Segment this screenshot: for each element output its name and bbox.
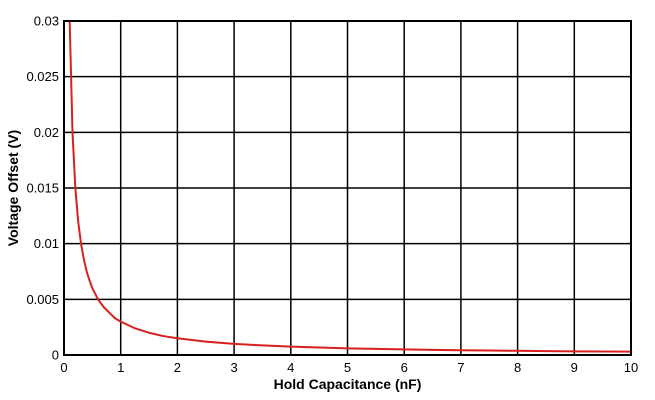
tick-labels: 0 1 2 3 4 5 6 7 8 9 10 0 0.005 0.01 0.015 0.02 0.025 0.03 [26,14,638,376]
y-tick-label: 0 [52,348,59,363]
x-tick-label: 7 [457,360,464,375]
y-tick-label: 0.01 [34,236,59,251]
series-line-0 [68,20,632,353]
x-tick-label: 2 [174,360,181,375]
y-axis-title: Voltage Offset (V) [5,130,21,246]
y-tick-label: 0.03 [34,14,59,29]
series [68,20,632,353]
x-tick-label: 3 [230,360,237,375]
x-tick-label: 9 [571,360,578,375]
x-axis-title: Hold Capacitance (nF) [274,376,422,392]
x-tick-label: 4 [287,360,294,375]
y-tick-label: 0.02 [34,125,59,140]
x-tick-label: 10 [624,360,638,375]
plot-area-frame [63,20,632,356]
x-tick-label: 8 [514,360,521,375]
x-tick-label: 0 [60,360,67,375]
y-tick-label: 0.025 [26,69,59,84]
x-tick-label: 6 [401,360,408,375]
y-tick-label: 0.015 [26,181,59,196]
grid [63,20,632,356]
x-tick-label: 5 [344,360,351,375]
x-tick-label: 1 [117,360,124,375]
y-tick-label: 0.005 [26,292,59,307]
